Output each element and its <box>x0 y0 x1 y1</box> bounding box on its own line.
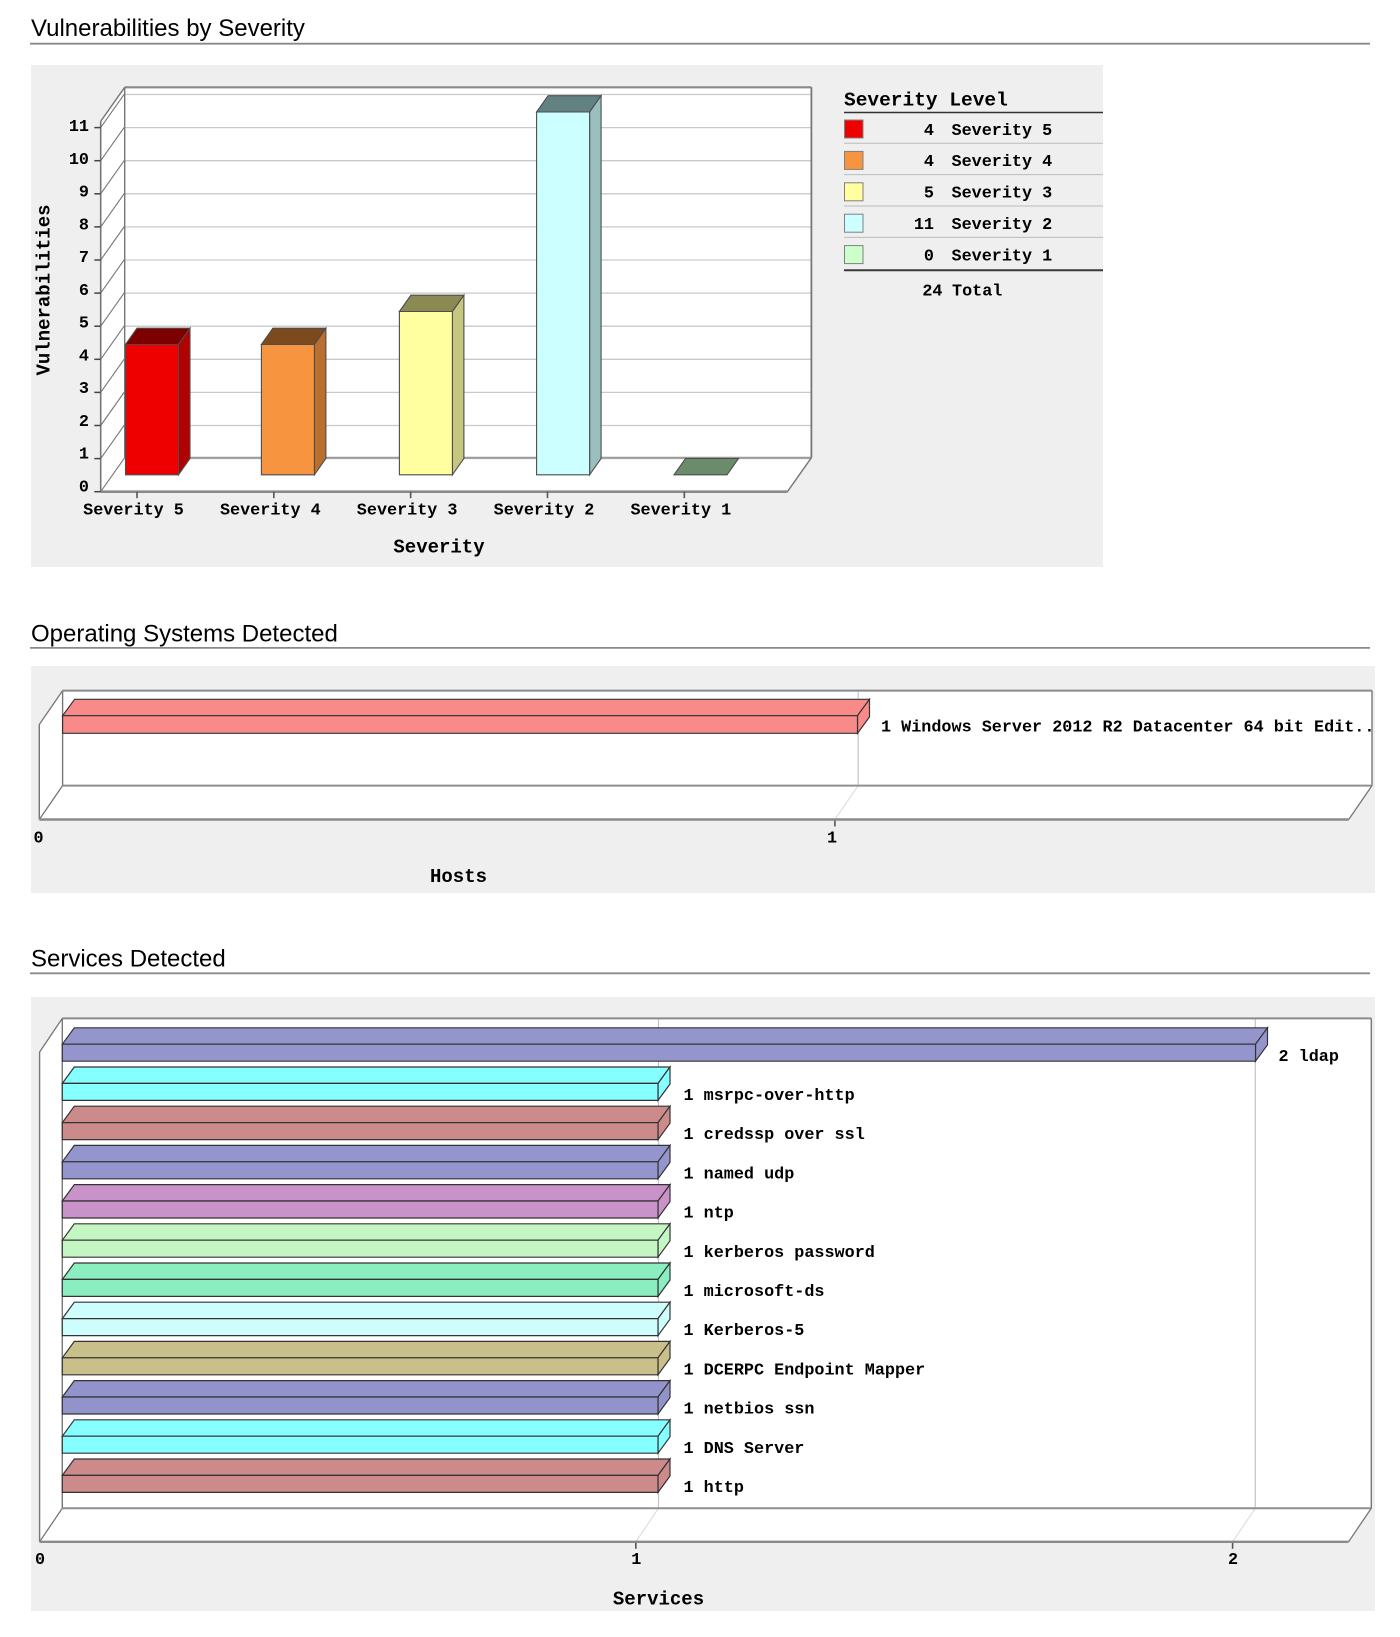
svg-text:9: 9 <box>79 184 89 203</box>
svg-text:8: 8 <box>79 216 89 235</box>
svg-text:0: 0 <box>33 830 43 849</box>
svg-text:3: 3 <box>79 380 89 399</box>
svg-text:1 msrpc-over-http: 1 msrpc-over-http <box>684 1087 855 1106</box>
svg-text:Vulnerabilities by Severity: Vulnerabilities by Severity <box>31 15 305 42</box>
svg-text:1 DCERPC Endpoint Mapper: 1 DCERPC Endpoint Mapper <box>684 1361 926 1380</box>
svg-text:4: 4 <box>79 347 89 366</box>
svg-text:4: 4 <box>924 122 934 141</box>
svg-text:Operating Systems Detected: Operating Systems Detected <box>31 621 338 648</box>
svg-text:Severity 2: Severity 2 <box>494 502 595 521</box>
svg-text:1 http: 1 http <box>684 1479 744 1498</box>
svg-text:Services Detected: Services Detected <box>31 945 226 972</box>
svg-text:1 netbios ssn: 1 netbios ssn <box>684 1401 815 1420</box>
svg-text:Severity 1: Severity 1 <box>630 502 731 521</box>
svg-text:5: 5 <box>924 185 934 204</box>
svg-text:Vulnerabilities: Vulnerabilities <box>34 204 56 375</box>
svg-text:24: 24 <box>922 283 942 302</box>
svg-text:1: 1 <box>827 830 837 849</box>
svg-text:1 DNS Server: 1 DNS Server <box>684 1440 805 1459</box>
svg-text:1 microsoft-ds: 1 microsoft-ds <box>684 1283 825 1302</box>
svg-text:Services: Services <box>613 1589 704 1611</box>
svg-text:Severity 4: Severity 4 <box>952 153 1053 172</box>
svg-text:Severity: Severity <box>393 537 485 559</box>
svg-text:1 Windows Server 2012 R2 Datac: 1 Windows Server 2012 R2 Datacenter 64 b… <box>881 719 1374 738</box>
svg-text:Severity Level: Severity Level <box>844 90 1008 112</box>
svg-text:1 kerberos password: 1 kerberos password <box>684 1244 875 1263</box>
svg-text:Severity 5: Severity 5 <box>83 502 184 521</box>
svg-text:1: 1 <box>79 446 89 465</box>
svg-text:2 ldap: 2 ldap <box>1279 1048 1339 1067</box>
svg-text:1: 1 <box>631 1551 641 1570</box>
svg-text:Severity 3: Severity 3 <box>357 502 458 521</box>
svg-text:Severity 4: Severity 4 <box>220 502 321 521</box>
svg-text:0: 0 <box>35 1551 45 1570</box>
svg-text:Severity 2: Severity 2 <box>952 216 1053 235</box>
svg-text:0: 0 <box>924 247 934 266</box>
svg-text:11: 11 <box>914 216 934 235</box>
svg-text:10: 10 <box>69 151 89 170</box>
svg-text:11: 11 <box>69 118 89 137</box>
svg-text:Severity 1: Severity 1 <box>952 247 1053 266</box>
svg-text:5: 5 <box>79 315 89 334</box>
svg-text:6: 6 <box>79 282 89 301</box>
svg-text:0: 0 <box>79 478 89 497</box>
svg-text:2: 2 <box>1228 1551 1238 1570</box>
svg-text:Hosts: Hosts <box>430 866 487 888</box>
svg-text:1 credssp over ssl: 1 credssp over ssl <box>684 1126 865 1145</box>
svg-text:4: 4 <box>924 153 934 172</box>
svg-text:Severity 3: Severity 3 <box>952 185 1053 204</box>
svg-text:Severity 5: Severity 5 <box>952 122 1053 141</box>
svg-text:7: 7 <box>79 249 89 268</box>
svg-text:Total: Total <box>952 283 1002 302</box>
svg-text:1 named udp: 1 named udp <box>684 1165 795 1184</box>
svg-text:1 Kerberos-5: 1 Kerberos-5 <box>684 1322 805 1341</box>
svg-text:2: 2 <box>79 413 89 432</box>
svg-text:1 ntp: 1 ntp <box>684 1205 734 1224</box>
